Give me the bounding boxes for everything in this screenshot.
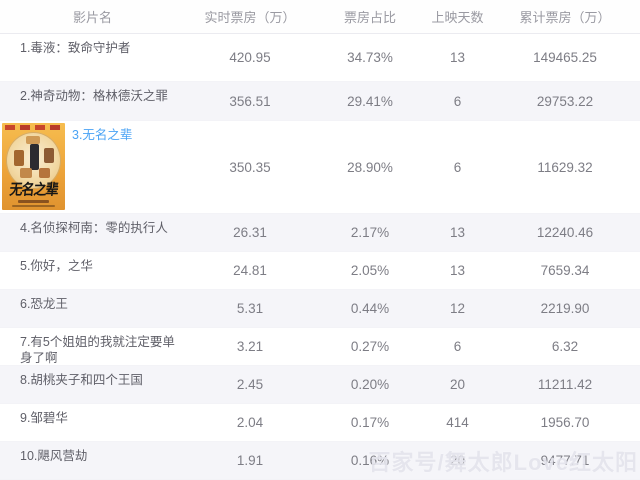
realtime-boxoffice-value: 350.35 (229, 159, 271, 175)
realtime-boxoffice-value: 24.81 (233, 263, 267, 278)
table-row: 10.飓风营劫 1.91 0.16% 20 9477.71 (0, 442, 640, 480)
realtime-boxoffice-value: 2.45 (236, 377, 264, 392)
realtime-boxoffice-value: 1.91 (236, 453, 264, 468)
total-boxoffice-value: 9477.71 (540, 453, 590, 468)
boxoffice-share-value: 0.44% (350, 301, 390, 316)
total-boxoffice-value: 2219.90 (540, 301, 590, 316)
poster-title-text: 无名之辈 (8, 181, 59, 199)
realtime-boxoffice-value: 3.21 (236, 339, 264, 354)
movie-name: 9.邹碧华 (20, 411, 68, 425)
total-boxoffice-value: 149465.25 (533, 50, 597, 65)
movie-name: 10.飓风营劫 (20, 449, 88, 463)
table-row: 6.恐龙王 5.31 0.44% 12 2219.90 (0, 290, 640, 328)
days-released-value: 20 (449, 453, 466, 468)
movie-name: 5.你好，之华 (20, 259, 93, 273)
boxoffice-share-value: 28.90% (347, 159, 393, 175)
realtime-boxoffice-value: 2.04 (236, 415, 264, 430)
poster-artwork (6, 132, 61, 189)
total-boxoffice-value: 7659.34 (540, 263, 590, 278)
boxoffice-share-value: 2.05% (350, 263, 390, 278)
movie-name-cell: 6.恐龙王 (0, 290, 185, 327)
realtime-boxoffice-value: 26.31 (233, 225, 267, 240)
movie-name: 2.神奇动物：格林德沃之罪 (20, 89, 168, 103)
table-header: 影片名 实时票房（万） 票房占比 上映天数 累计票房（万） (0, 0, 640, 34)
total-boxoffice-value: 1956.70 (540, 415, 590, 430)
movie-name: 7.有5个姐姐的我就注定要单身了啊 (20, 335, 175, 365)
movie-name-cell: 2.神奇动物：格林德沃之罪 (0, 82, 185, 120)
movie-name: 6.恐龙王 (20, 297, 68, 311)
header-realtime-boxoffice: 实时票房（万） (204, 10, 296, 25)
days-released-value: 6 (453, 159, 462, 175)
movie-name-cell: 9.邹碧华 (0, 404, 185, 441)
table-row: 无名之辈 3.无名之辈 350.35 28.90% 6 11629.32 (0, 121, 640, 214)
table-body: 1.毒液：致命守护者 420.95 34.73% 13 149465.25 2.神奇动物：… (0, 34, 640, 480)
movie-name-link[interactable]: 3.无名之辈 (72, 128, 133, 142)
movie-name: 8.胡桃夹子和四个王国 (20, 373, 143, 387)
total-boxoffice-value: 11629.32 (537, 159, 593, 175)
movie-name: 1.毒液：致命守护者 (20, 41, 131, 55)
days-released-value: 6 (453, 339, 462, 354)
movie-name-cell: 8.胡桃夹子和四个王国 (0, 366, 185, 403)
total-boxoffice-value: 12240.46 (536, 225, 594, 240)
total-boxoffice-value: 6.32 (551, 339, 579, 354)
table-row: 9.邹碧华 2.04 0.17% 414 1956.70 (0, 404, 640, 442)
days-released-value: 13 (449, 50, 466, 65)
movie-name-cell: 1.毒液：致命守护者 (0, 34, 185, 81)
table-row: 2.神奇动物：格林德沃之罪 356.51 29.41% 6 29753.22 (0, 82, 640, 121)
poster-subtitle-decoration (18, 200, 49, 203)
boxoffice-share-value: 0.27% (350, 339, 390, 354)
table-row: 5.你好，之华 24.81 2.05% 13 7659.34 (0, 252, 640, 290)
header-movie-name: 影片名 (72, 10, 112, 25)
days-released-value: 13 (449, 263, 466, 278)
boxoffice-share-value: 0.17% (350, 415, 390, 430)
boxoffice-share-value: 0.16% (350, 453, 390, 468)
header-days-released: 上映天数 (431, 10, 484, 25)
total-boxoffice-value: 29753.22 (536, 93, 594, 109)
movie-poster-thumbnail[interactable]: 无名之辈 (2, 123, 65, 210)
poster-banner-decoration (35, 125, 45, 130)
realtime-boxoffice-value: 356.51 (229, 93, 271, 109)
days-released-value: 414 (446, 415, 469, 430)
movie-name-cell: 5.你好，之华 (0, 252, 185, 289)
poster-credits-decoration (12, 205, 55, 207)
poster-banner-decoration (50, 125, 60, 130)
header-boxoffice-share: 票房占比 (343, 10, 396, 25)
boxoffice-share-value: 0.20% (350, 377, 390, 392)
days-released-value: 12 (449, 301, 466, 316)
total-boxoffice-value: 11211.42 (537, 377, 593, 392)
table-row: 7.有5个姐姐的我就注定要单身了啊 3.21 0.27% 6 6.32 (0, 328, 640, 366)
movie-name-cell: 7.有5个姐姐的我就注定要单身了啊 (0, 328, 185, 365)
days-released-value: 13 (449, 225, 466, 240)
realtime-boxoffice-value: 420.95 (229, 50, 271, 65)
movie-name-cell: 10.飓风营劫 (0, 442, 185, 479)
movie-name-cell: 无名之辈 3.无名之辈 (0, 121, 185, 213)
realtime-boxoffice-value: 5.31 (236, 301, 264, 316)
table-row: 8.胡桃夹子和四个王国 2.45 0.20% 20 11211.42 (0, 366, 640, 404)
boxoffice-share-value: 34.73% (347, 50, 393, 65)
header-total-boxoffice: 累计票房（万） (519, 10, 611, 25)
movie-name: 4.名侦探柯南：零的执行人 (20, 221, 168, 235)
boxoffice-share-value: 29.41% (347, 93, 393, 109)
table-row: 4.名侦探柯南：零的执行人 26.31 2.17% 13 12240.46 (0, 214, 640, 252)
poster-banner-decoration (20, 125, 30, 130)
days-released-value: 20 (449, 377, 466, 392)
poster-banner-decoration (5, 125, 15, 130)
table-row: 1.毒液：致命守护者 420.95 34.73% 13 149465.25 (0, 34, 640, 82)
movie-name-cell: 4.名侦探柯南：零的执行人 (0, 214, 185, 251)
boxoffice-share-value: 2.17% (350, 225, 390, 240)
days-released-value: 6 (453, 93, 462, 109)
